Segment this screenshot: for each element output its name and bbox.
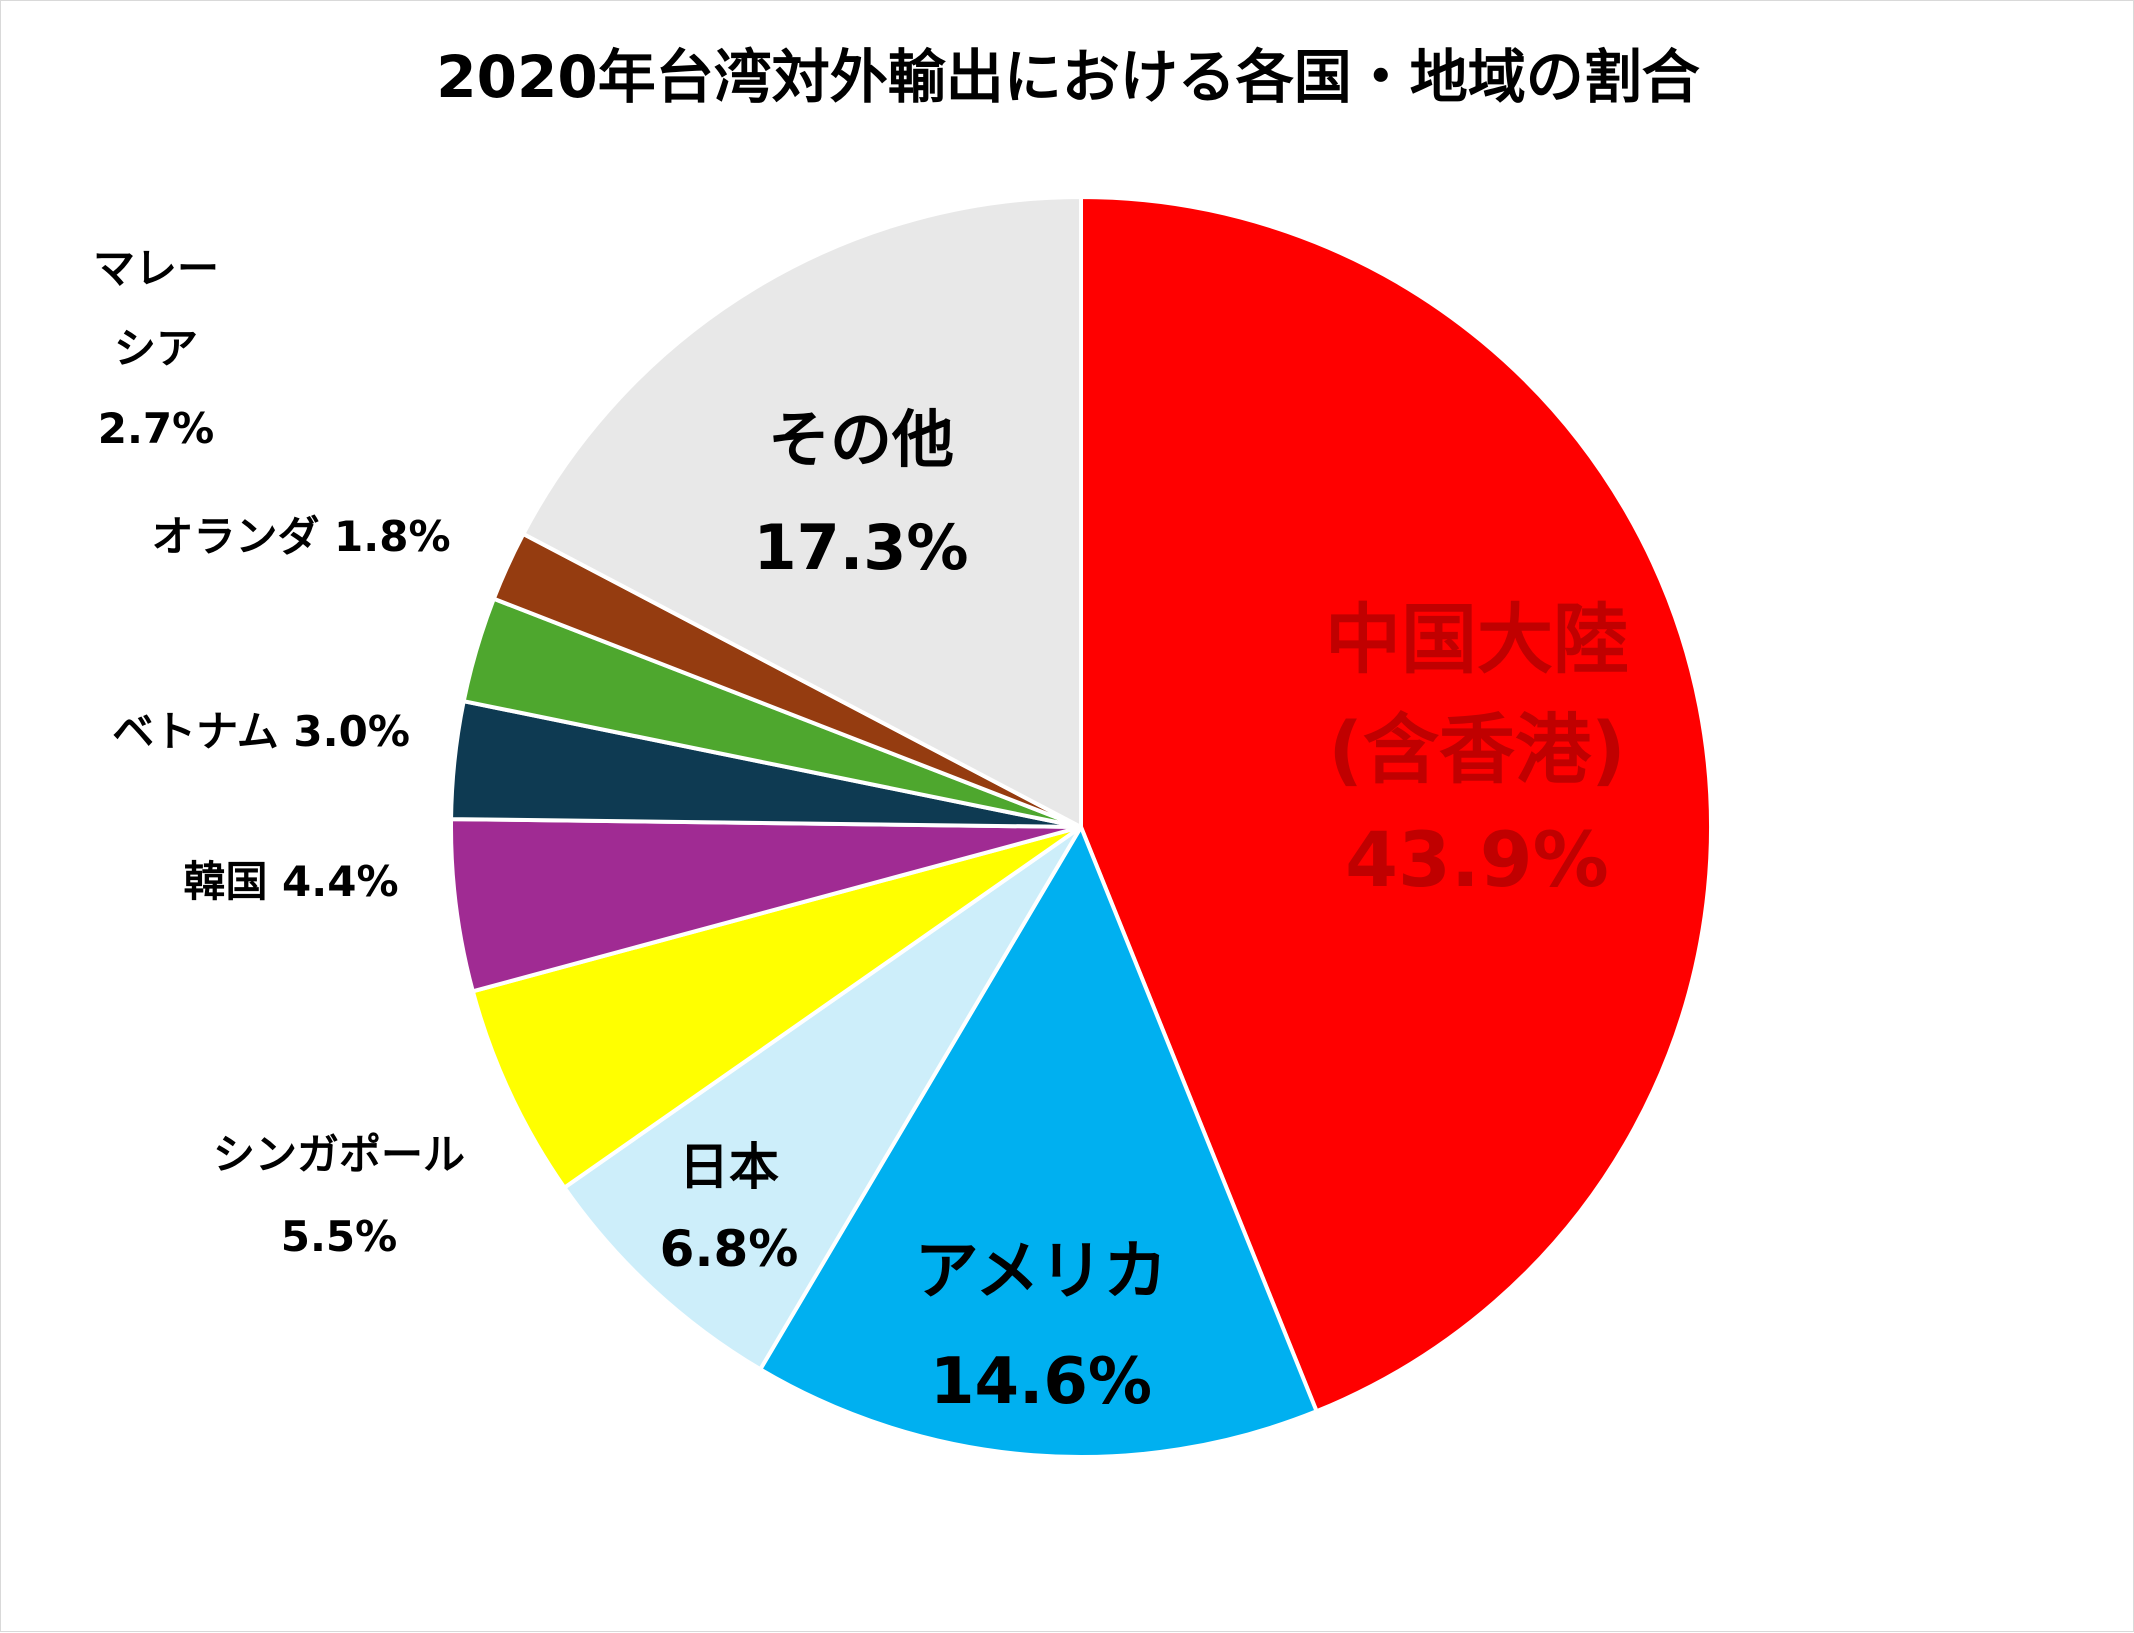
slice-label-line: 中国大陸 xyxy=(1325,595,1629,684)
slice-label-line: 43.9% xyxy=(1345,815,1609,904)
slice-label-4: シンガポール 5.5% xyxy=(213,1130,465,1261)
chart-title: 2020年台湾対外輸出における各国・地域の割合 xyxy=(436,43,1700,111)
pie-slice-1 xyxy=(1079,195,1713,1414)
slice-label-line: 14.6% xyxy=(930,1345,1152,1419)
slice-label-7: マレーシア 2.7% xyxy=(93,244,219,453)
slice-label-line: オランダ 1.8% xyxy=(151,512,450,561)
slice-label-line: アメリカ xyxy=(915,1235,1168,1309)
pie-slice-4 xyxy=(470,825,1083,1190)
pie-slice-3 xyxy=(562,825,1083,1372)
slice-label-2: アメリカ 14.6% xyxy=(915,1235,1168,1419)
slice-label-line: (含香港) xyxy=(1328,705,1625,794)
slice-label-line: シンガポール xyxy=(213,1130,465,1179)
slice-label-line: ベトナム 3.0% xyxy=(112,707,410,756)
slice-label-line: その他 xyxy=(768,403,954,476)
pie-slice-9 xyxy=(521,195,1083,829)
slice-label-3: 日本 6.8% xyxy=(660,1138,799,1278)
pie-slice-5 xyxy=(449,817,1083,994)
slice-label-line: 日本 xyxy=(679,1138,779,1196)
slice-label-line: 韓国 4.4% xyxy=(183,857,398,906)
slice-label-line: 5.5% xyxy=(281,1212,397,1261)
slice-label-9: その他 17.3% xyxy=(753,403,968,584)
slice-label-line: 2.7% xyxy=(98,404,214,453)
slice-label-5: 韓国 4.4% xyxy=(183,857,398,906)
pie-slice-2 xyxy=(758,825,1319,1459)
slice-label-line: 6.8% xyxy=(660,1220,799,1278)
slice-label-8: オランダ 1.8% xyxy=(151,512,450,561)
slice-label-6: ベトナム 3.0% xyxy=(112,707,410,756)
slice-label-line: マレー xyxy=(93,244,219,293)
slice-label-line: シア xyxy=(114,324,198,373)
slice-label-line: 17.3% xyxy=(753,511,968,584)
slice-label-1: 中国大陸 (含香港) 43.9% xyxy=(1325,595,1629,904)
